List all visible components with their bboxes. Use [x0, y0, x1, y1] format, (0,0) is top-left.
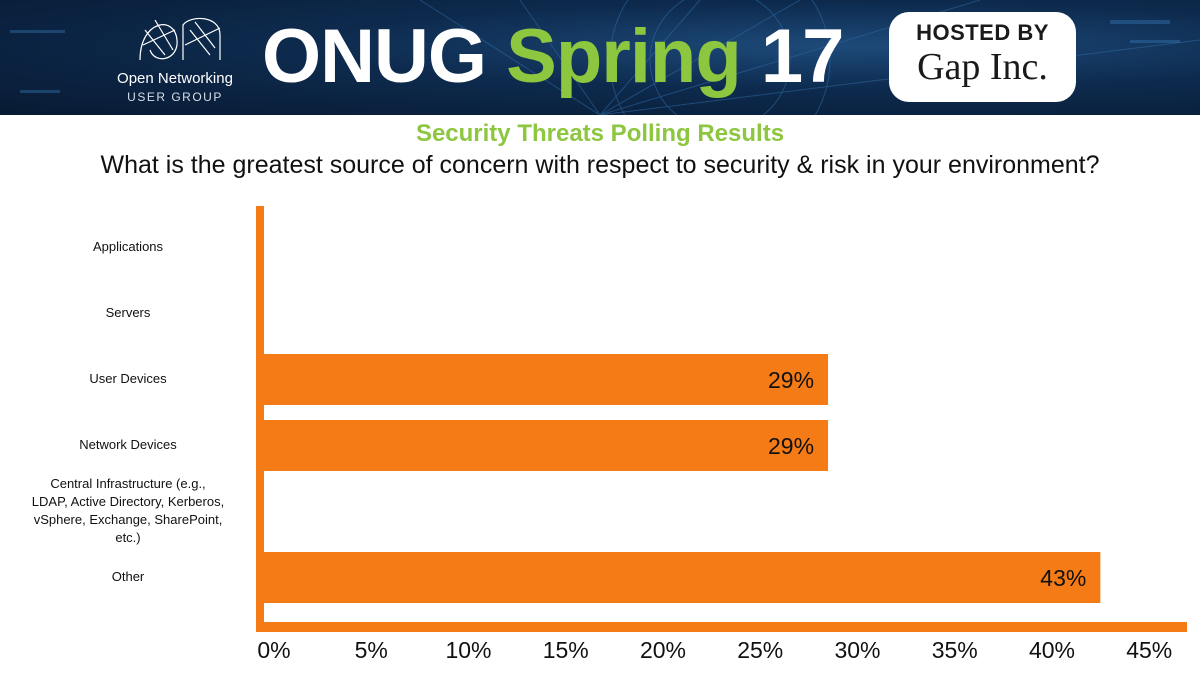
x-tick-label: 10% — [445, 637, 491, 663]
x-tick-label: 20% — [640, 637, 686, 663]
category-label: Applications — [93, 239, 164, 254]
x-tick-label: 0% — [257, 637, 290, 663]
x-tick-label: 45% — [1126, 637, 1172, 663]
chart-title: Security Threats Polling Results — [415, 120, 785, 147]
host-label: HOSTED BY — [916, 20, 1049, 45]
data-label: 43% — [1040, 565, 1086, 591]
x-tick-label: 15% — [543, 637, 589, 663]
bar — [264, 552, 1101, 603]
category-label: Other — [112, 569, 145, 584]
x-axis-line — [256, 622, 1187, 632]
x-tick-label: 40% — [1029, 637, 1075, 663]
event-title-accent: Spring — [506, 14, 742, 99]
category-label: User Devices — [89, 371, 167, 386]
y-axis-line — [256, 206, 264, 632]
event-title: ONUG Spring 17 — [262, 12, 845, 102]
data-label: 29% — [768, 367, 814, 393]
x-tick-label: 5% — [355, 637, 388, 663]
host-badge: HOSTED BY Gap Inc. — [889, 12, 1076, 102]
bar — [264, 354, 829, 405]
x-tick-label: 35% — [932, 637, 978, 663]
event-title-main: ONUG — [262, 14, 487, 99]
data-label: 29% — [768, 433, 814, 459]
host-name: Gap Inc. — [917, 46, 1048, 88]
category-label: Central Infrastructure (e.g., LDAP, Activ… — [32, 476, 224, 545]
chart-subtitle: What is the greatest source of concern w… — [100, 151, 1100, 179]
org-subtitle: USER GROUP — [127, 90, 223, 104]
category-label: Servers — [106, 305, 151, 320]
bar — [264, 420, 829, 471]
event-title-year: 17 — [760, 14, 845, 99]
category-label: Network Devices — [79, 437, 177, 452]
x-tick-label: 25% — [737, 637, 783, 663]
onug-logo-icon — [139, 17, 221, 61]
x-tick-label: 30% — [834, 637, 880, 663]
header-banner: Open Networking USER GROUP ONUG Spring 1… — [0, 0, 1200, 115]
org-name: Open Networking — [117, 70, 233, 87]
